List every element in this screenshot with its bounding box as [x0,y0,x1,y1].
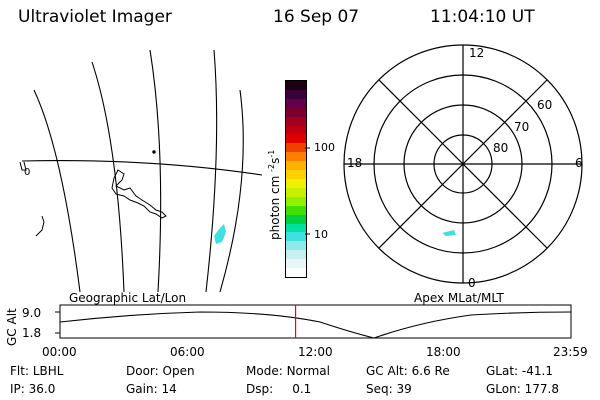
colorbar-segment [286,268,306,277]
filter-status: Flt: LBHL [10,364,64,378]
aurora-patch [214,224,226,244]
colorbar [285,80,307,278]
timeline-x-tick: 12:00 [298,345,333,359]
timeline-x-tick: 18:00 [426,345,461,359]
colorbar-segment [286,259,306,269]
colorbar-segment [286,161,306,171]
polar-panel-label: Apex MLat/MLT [414,291,504,305]
colorbar-segment [286,170,306,179]
mlt-label-right: 6 [575,156,583,170]
colorbar-segment [286,196,306,206]
colorbar-segment [286,232,306,242]
meridian-lines [33,49,244,293]
seq-status: Seq: 39 [366,382,412,396]
colorbar-segment [286,134,306,144]
colorbar-segment [286,250,306,260]
aurora-patch [442,230,456,236]
meridian-line [91,61,125,293]
app-title: Ultraviolet Imager [18,7,172,27]
colorbar-segment [286,214,306,224]
colorbar-segment [286,143,306,153]
dsp-status: Dsp: 0.1 [246,382,312,396]
colorbar-segment [286,116,306,126]
timeline-x-tick: 00:00 [42,345,77,359]
mlt-label-left: 18 [347,156,363,170]
mlt-label-top: 12 [469,46,485,60]
meridian-line [205,49,218,293]
colorbar-segment [286,89,306,99]
colorbar-tick-label: 10 [314,228,328,241]
gain-status: Gain: 14 [126,382,177,396]
colorbar-tick-label: 100 [314,141,335,154]
door-status: Door: Open [126,364,195,378]
mode-status: Mode: Normal [246,364,330,378]
time-label: 11:04:10 UT [430,7,535,27]
colorbar-segment [286,241,306,251]
colorbar-segment [286,178,306,188]
geo-panel-label: Geographic Lat/Lon [69,291,187,305]
altitude-curve [59,311,572,339]
timeline-x-tick: 23:59 [553,345,588,359]
mlat-label: 60 [537,98,553,112]
ip-status: IP: 36.0 [10,382,56,396]
colorbar-segment [286,187,306,197]
map-side-label: 0 [24,167,31,178]
colorbar-segment [286,81,306,90]
colorbar-segment [286,152,306,162]
parallel-line [21,160,263,176]
meridian-line [149,49,162,293]
meridian-line [219,89,244,293]
timeline-y-tick: 9.0 [22,306,42,320]
colorbar-segment [286,223,306,233]
date-label: 16 Sep 07 [273,7,360,27]
colorbar-segment [286,205,306,215]
mlt-label-bottom: 0 [468,276,476,290]
mlat-label: 70 [514,120,530,134]
colorbar-segment [286,125,306,135]
timeline-y-tick: 1.8 [22,326,42,340]
colorbar-segment [286,98,306,108]
timeline-x-tick: 06:00 [170,345,205,359]
colorbar-segment [286,107,306,117]
glon-status: GLon: 177.8 [486,382,559,396]
gc-alt-status: GC Alt: 6.6 Re [366,364,450,378]
meridian-line [33,89,81,293]
coastline [19,150,167,237]
glat-status: GLat: -41.1 [486,364,553,378]
polar-axis [378,79,548,249]
mlat-label: 80 [493,141,509,155]
